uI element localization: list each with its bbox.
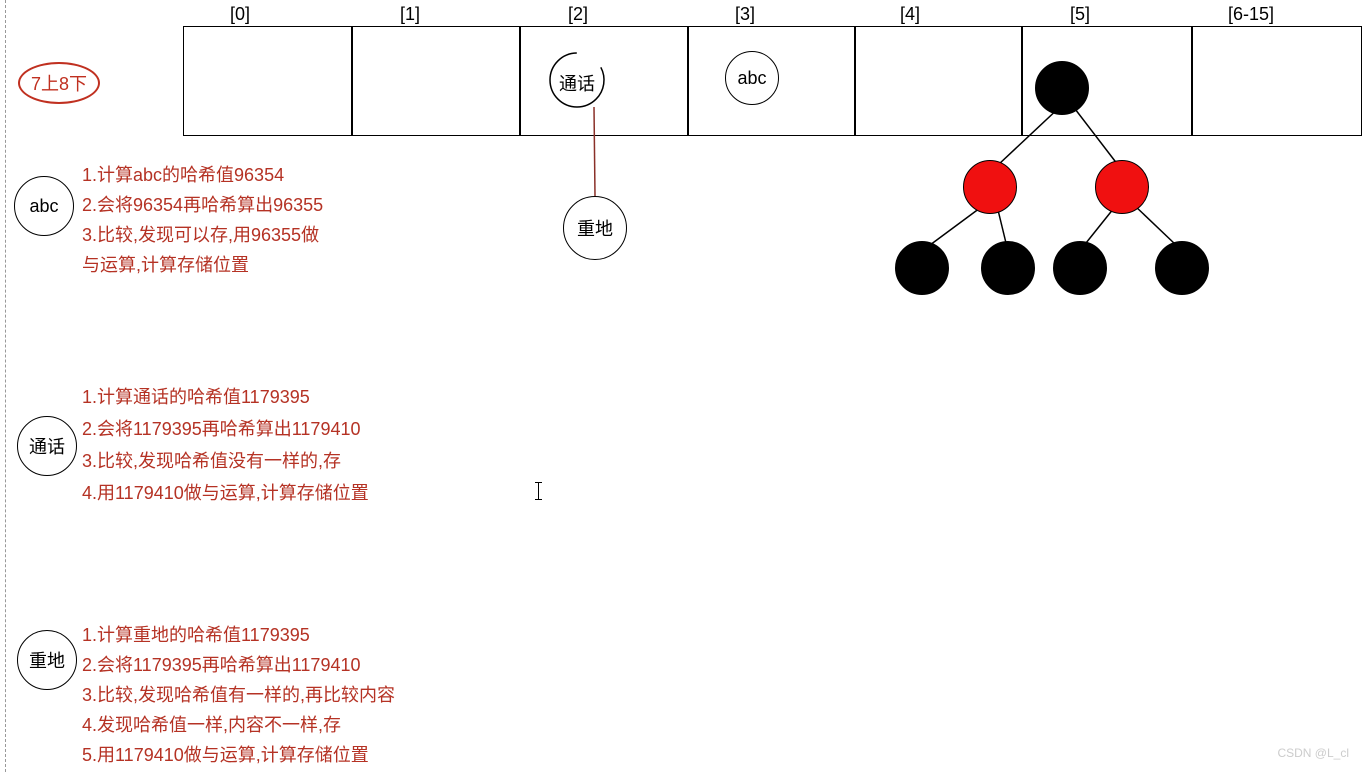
explain1-line1: 1.计算abc的哈希值96354 (82, 160, 284, 190)
explain2-line4: 4.用1179410做与运算,计算存储位置 (82, 478, 369, 508)
explain2-line1: 1.计算通话的哈希值1179395 (82, 382, 310, 412)
explain1-line3: 3.比较,发现可以存,用96355做 (82, 220, 319, 250)
tree-root (1035, 61, 1089, 115)
header-note-oval: 7上8下 (18, 62, 100, 104)
explain1-line2: 2.会将96354再哈希算出96355 (82, 190, 323, 220)
array-header-4: [4] (900, 4, 920, 25)
explain3-line2: 2.会将1179395再哈希算出1179410 (82, 650, 361, 680)
chain-node-label: 重地 (577, 215, 613, 241)
array-cell-6 (1192, 26, 1362, 136)
array-header-5: [5] (1070, 4, 1090, 25)
cell3-circle-label: abc (737, 68, 766, 89)
explain1-line4: 与运算,计算存储位置 (82, 250, 249, 280)
tree-l2-c (1053, 241, 1107, 295)
array-cell-0 (183, 26, 352, 136)
explain1-circle: abc (14, 176, 74, 236)
watermark-text: CSDN @L_cl (1277, 746, 1349, 760)
cell3-circle: abc (725, 51, 779, 105)
text-cursor-icon (538, 482, 539, 500)
explain3-line3: 3.比较,发现哈希值有一样的,再比较内容 (82, 680, 395, 710)
tree-l2-d (1155, 241, 1209, 295)
header-note-text: 7上8下 (31, 70, 87, 96)
tree-l2-a (895, 241, 949, 295)
array-cell-1 (352, 26, 520, 136)
page-left-guide (0, 0, 6, 772)
explain2-line3: 3.比较,发现哈希值没有一样的,存 (82, 446, 341, 476)
cell2-circle-label: 通话 (559, 70, 595, 96)
explain3-circle-label: 重地 (29, 647, 65, 673)
array-cell-2 (520, 26, 688, 136)
array-header-3: [3] (735, 4, 755, 25)
array-header-1: [1] (400, 4, 420, 25)
array-header-2: [2] (568, 4, 588, 25)
explain3-line1: 1.计算重地的哈希值1179395 (82, 620, 310, 650)
explain3-line4: 4.发现哈希值一样,内容不一样,存 (82, 710, 341, 740)
chain-node-circle: 重地 (563, 196, 627, 260)
tree-l2-b (981, 241, 1035, 295)
explain2-circle-label: 通话 (29, 433, 65, 459)
explain3-line5: 5.用1179410做与运算,计算存储位置 (82, 740, 369, 770)
tree-l1-left (963, 160, 1017, 214)
explain2-circle: 通话 (17, 416, 77, 476)
array-header-6: [6-15] (1228, 4, 1274, 25)
explain1-circle-label: abc (29, 196, 58, 217)
array-header-0: [0] (230, 4, 250, 25)
array-cell-4 (855, 26, 1022, 136)
explain2-line2: 2.会将1179395再哈希算出1179410 (82, 414, 361, 444)
explain3-circle: 重地 (17, 630, 77, 690)
tree-l1-right (1095, 160, 1149, 214)
